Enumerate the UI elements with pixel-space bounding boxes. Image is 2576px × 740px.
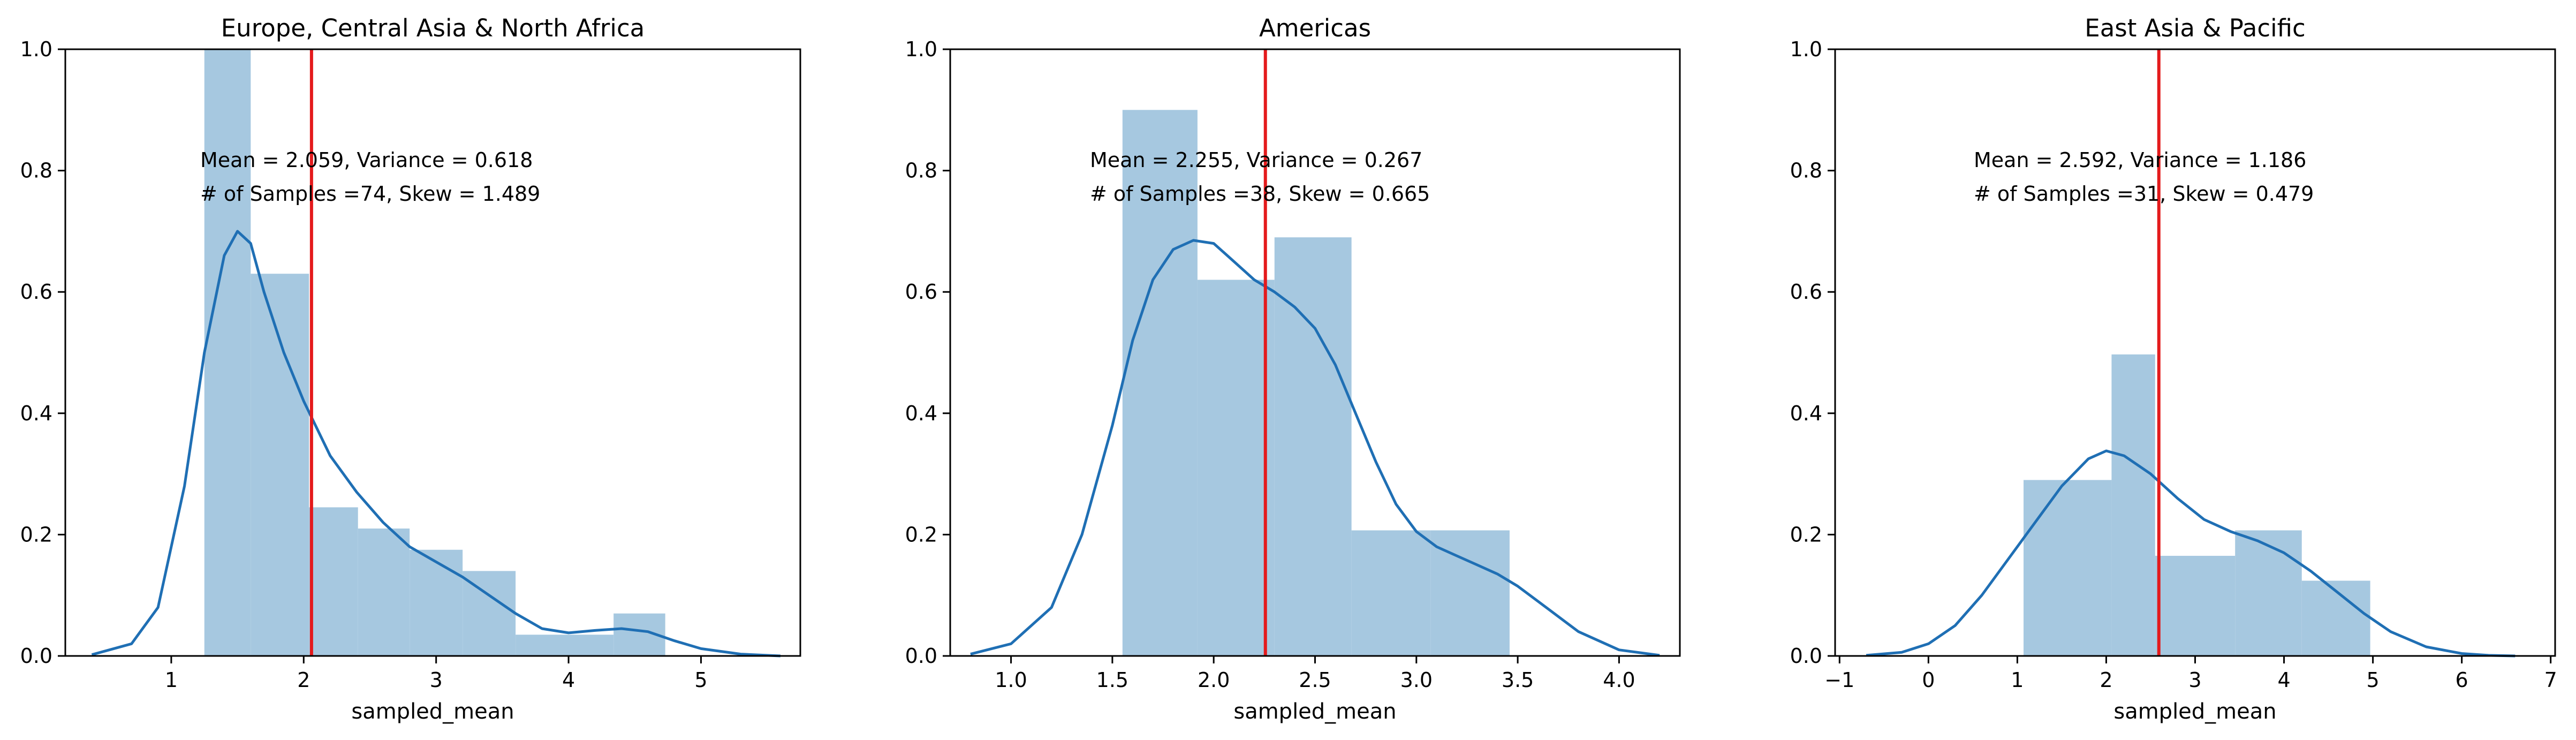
x-axis-label: sampled_mean (351, 699, 514, 724)
x-tick-label: 4 (562, 668, 575, 692)
y-tick-label: 0.4 (905, 402, 937, 425)
kde-curve (970, 239, 1660, 657)
x-axis-label: sampled_mean (1233, 699, 1396, 724)
y-tick-label: 0.4 (20, 402, 52, 425)
y-tick-label: 0.8 (20, 159, 52, 183)
subplot-3: −1 0 1 2 3 4 5 6 7 0.0 0.2 0.4 0.6 0.8 1.0 East Asia & … (1790, 14, 2557, 724)
x-tick-label: 1 (2011, 668, 2024, 692)
x-tick-label: 2.5 (1299, 668, 1331, 692)
stats-annotation: # of Samples =38, Skew = 0.665 (1090, 182, 1430, 206)
y-tick-label: 0.8 (1790, 159, 1822, 183)
x-tick-label: 2 (297, 668, 310, 692)
y-tick-label: 1.0 (1790, 37, 1822, 61)
stats-annotation: Mean = 2.592, Variance = 1.186 (1974, 148, 2306, 172)
stats-annotation: Mean = 2.255, Variance = 0.267 (1090, 148, 1422, 172)
histogram-bar (410, 549, 463, 656)
x-axis-label: sampled_mean (2113, 699, 2276, 724)
x-tick-label: 0 (1922, 668, 1935, 692)
chart-title: Europe, Central Asia & North Africa (221, 14, 645, 42)
x-tick-label: 2.0 (1198, 668, 1230, 692)
x-tick-label: 3 (2188, 668, 2201, 692)
x-tick-label: 7 (2544, 668, 2557, 692)
y-tick-label: 0.2 (20, 523, 52, 546)
y-tick-label: 1.0 (20, 37, 52, 61)
chart-title: East Asia & Pacific (2085, 14, 2305, 42)
histogram-bar (2024, 480, 2112, 656)
kde-curve (1866, 449, 2516, 658)
histogram-bar (309, 507, 358, 656)
stats-annotation: Mean = 2.059, Variance = 0.618 (200, 148, 533, 172)
histogram-bar (1274, 237, 1352, 656)
stats-annotation: # of Samples =74, Skew = 1.489 (200, 182, 540, 206)
histogram-bar (204, 49, 251, 656)
y-tick-label: 1.0 (905, 37, 937, 61)
histogram-bar (516, 635, 614, 656)
x-tick-label: 1.5 (1096, 668, 1128, 692)
y-tick-label: 0.8 (905, 159, 937, 183)
x-tick-label: 2 (2100, 668, 2112, 692)
x-tick-label: 5 (2367, 668, 2380, 692)
histogram-bar (1122, 110, 1198, 656)
histogram-bar (463, 571, 516, 656)
histogram-bar (1197, 280, 1275, 656)
subplot-2: 1.0 1.5 2.0 2.5 3.0 3.5 4.0 0.0 0.2 0.4 0.6 0.8 1.0 A… (905, 14, 1681, 724)
x-tick-label: 3.0 (1400, 668, 1433, 692)
histogram-bar (2155, 556, 2236, 656)
chart-title: Americas (1259, 14, 1371, 42)
histogram-bar (2301, 580, 2370, 656)
x-tick-label: 1.0 (995, 668, 1027, 692)
x-tick-label: 6 (2456, 668, 2468, 692)
y-tick-label: 0.0 (1790, 644, 1822, 668)
y-tick-label: 0.4 (1790, 402, 1822, 425)
x-tick-label: 1 (165, 668, 178, 692)
x-tick-label: 4.0 (1603, 668, 1635, 692)
histogram-bar (1351, 530, 1431, 656)
histogram-bar (251, 274, 309, 656)
y-tick-label: 0.6 (20, 280, 52, 304)
axes-frame (64, 48, 801, 657)
x-tick-label: 3 (430, 668, 443, 692)
x-tick-label: 4 (2277, 668, 2290, 692)
histogram-bar (358, 528, 410, 656)
stats-annotation: # of Samples =31, Skew = 0.479 (1974, 182, 2314, 206)
subplot-1: 1 2 3 4 5 0.0 0.2 0.4 0.6 0.8 1.0 Europe, Central A… (20, 14, 801, 724)
y-tick-label: 0.0 (20, 644, 52, 668)
x-tick-label: 3.5 (1502, 668, 1534, 692)
y-tick-label: 0.6 (905, 280, 937, 304)
y-tick-label: 0.6 (1790, 280, 1822, 304)
histogram-bar (2111, 354, 2155, 656)
x-tick-label: 5 (694, 668, 707, 692)
y-tick-label: 0.0 (905, 644, 937, 668)
kde-curve (91, 230, 781, 658)
x-tick-label: −1 (1824, 668, 1854, 692)
y-tick-label: 0.2 (1790, 523, 1822, 546)
histogram-bar (2235, 530, 2302, 656)
y-tick-label: 0.2 (905, 523, 937, 546)
